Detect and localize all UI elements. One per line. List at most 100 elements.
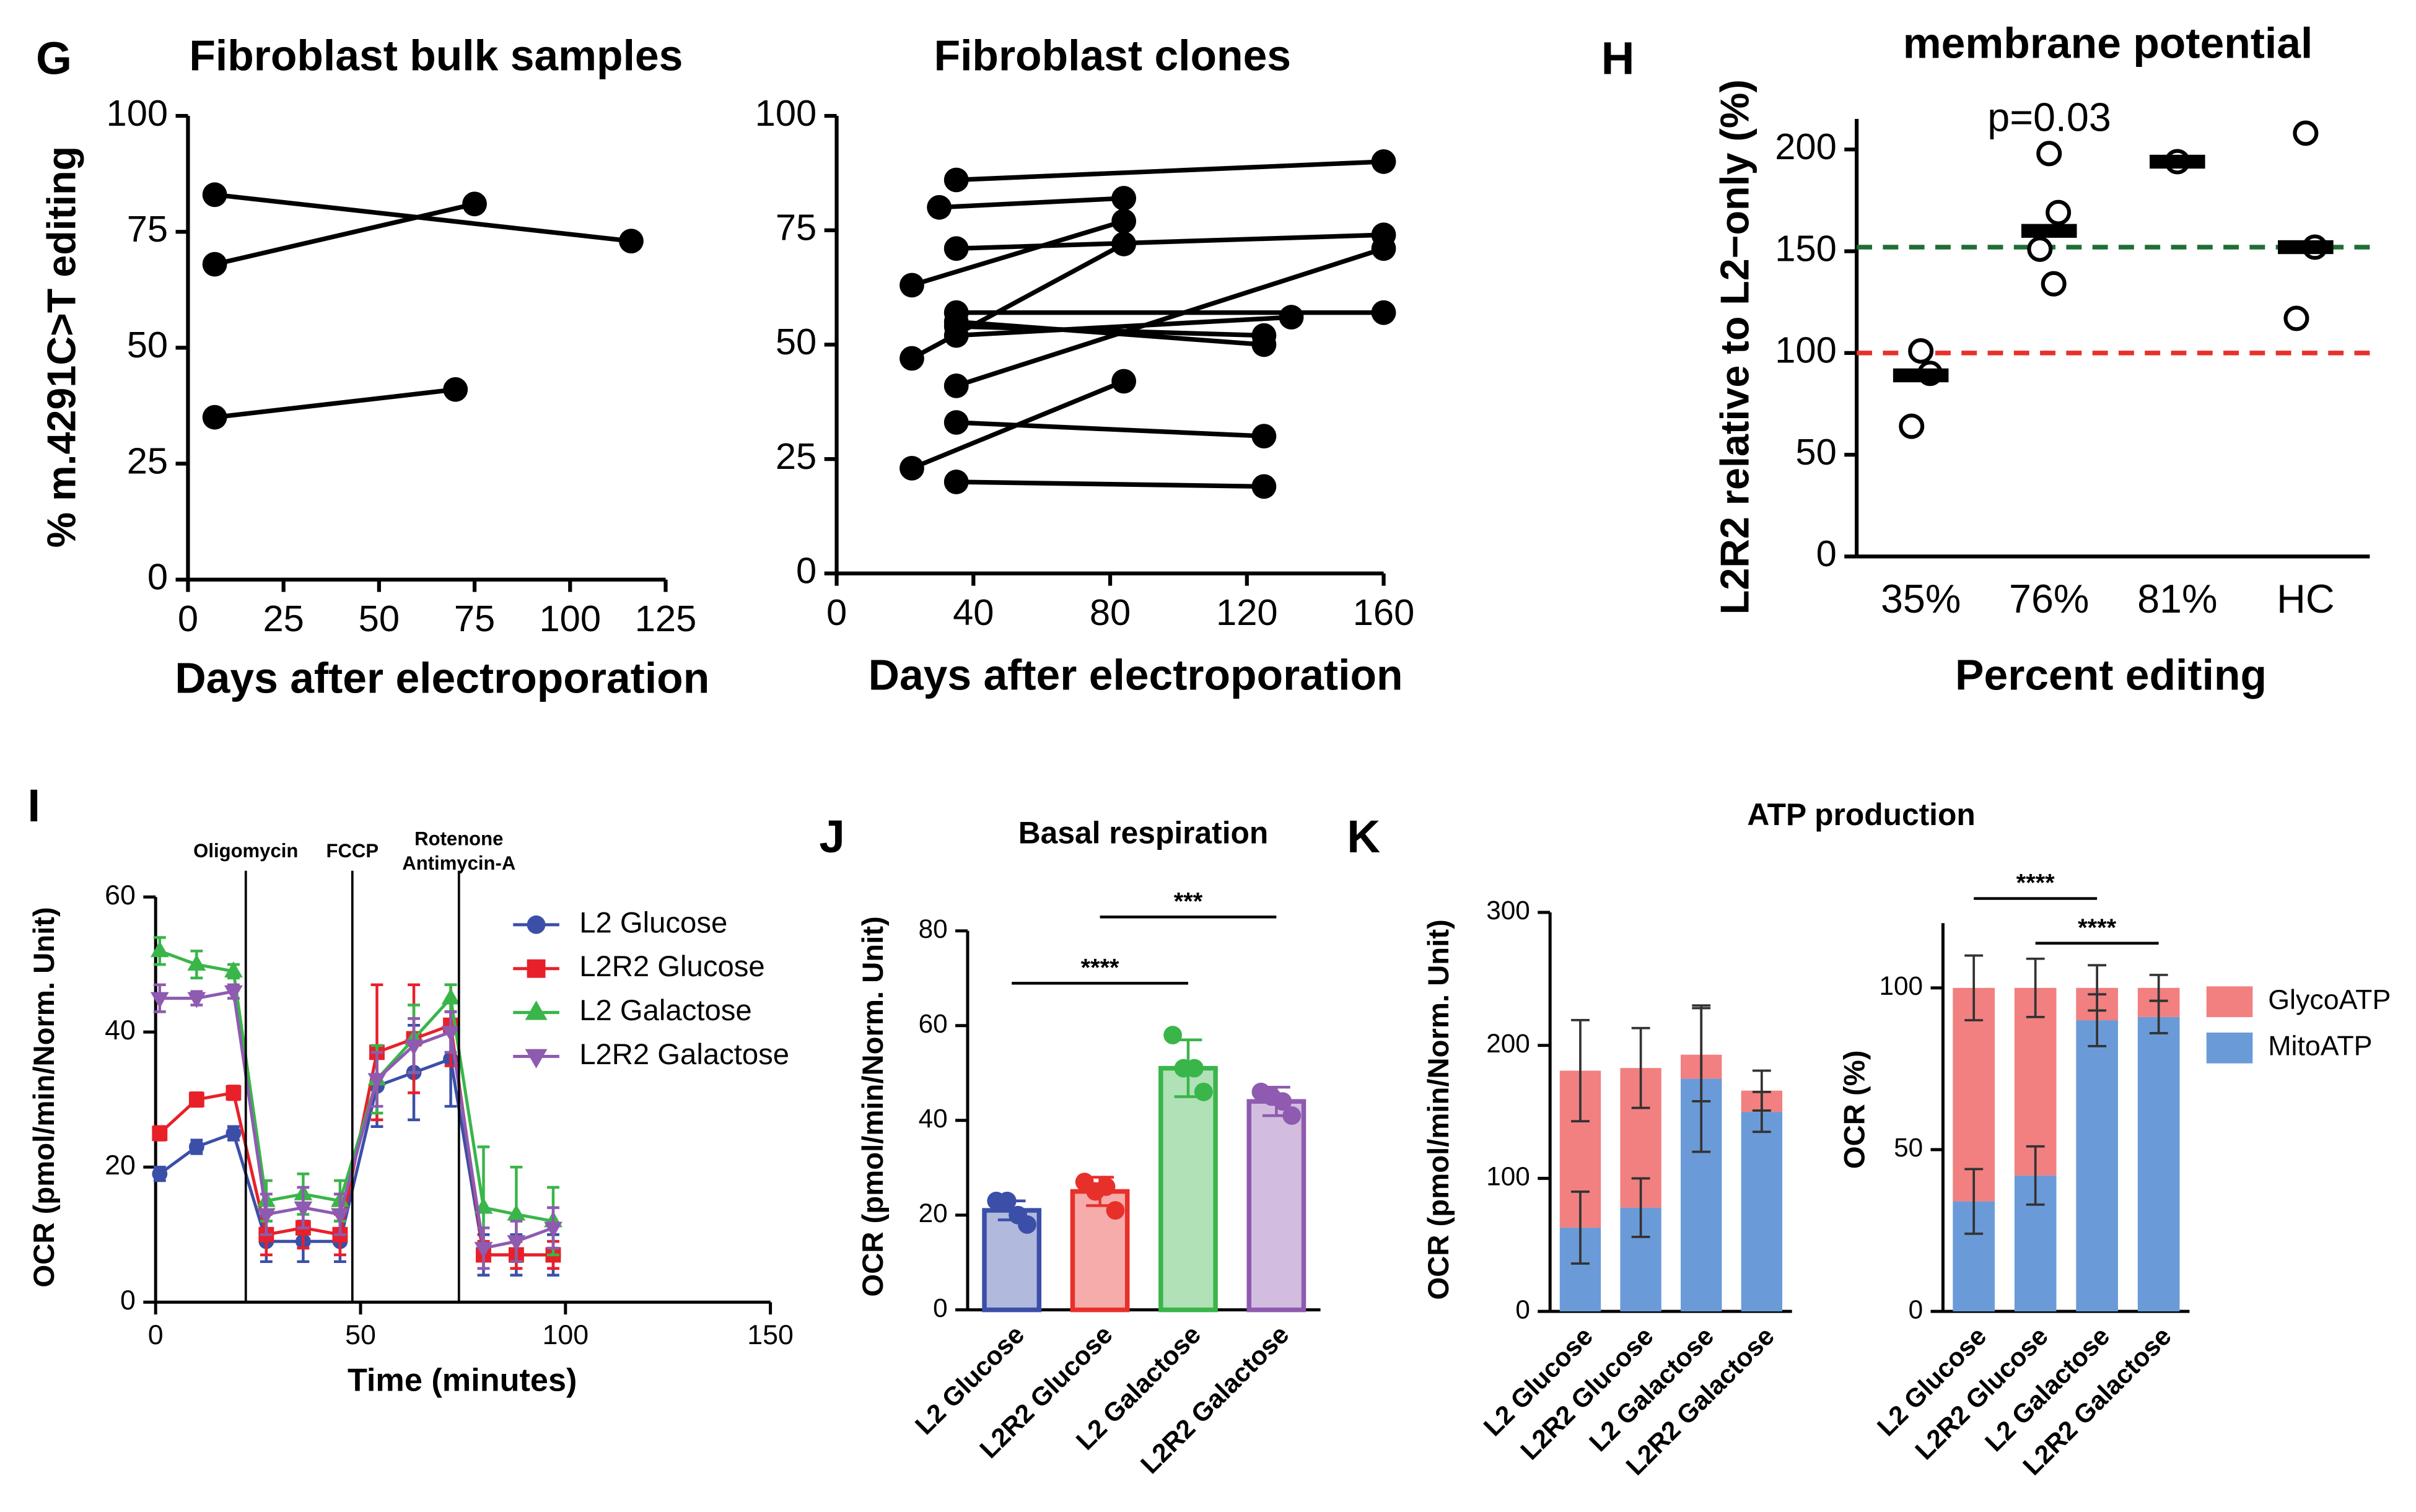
point bbox=[441, 1026, 460, 1042]
data-point bbox=[1273, 1092, 1292, 1111]
y-tick-label: 25 bbox=[776, 435, 816, 477]
panel-letter: I bbox=[27, 779, 40, 831]
panel-letter: H bbox=[1601, 32, 1635, 84]
data-point bbox=[2046, 199, 2072, 225]
error-bar bbox=[1571, 1191, 1590, 1265]
data-point bbox=[1899, 413, 1925, 439]
median-bar bbox=[2150, 154, 2205, 169]
x-tick-label: 35% bbox=[1881, 576, 1961, 621]
y-tick-label: 100 bbox=[755, 92, 817, 134]
point bbox=[224, 961, 243, 977]
legend-swatch bbox=[2206, 986, 2253, 1018]
y-axis-label: L2R2 relative to L2−only (%) bbox=[1712, 79, 1757, 614]
legend-label: L2 Galactose bbox=[579, 994, 751, 1027]
annotation: p=0.03 bbox=[1987, 95, 2111, 140]
point bbox=[474, 1242, 493, 1259]
point bbox=[943, 167, 969, 193]
error-bar bbox=[2149, 974, 2168, 1002]
y-tick-label: 300 bbox=[1486, 896, 1530, 925]
x-tick-label: 80 bbox=[1090, 592, 1131, 633]
series-line bbox=[956, 232, 1384, 251]
series-line bbox=[956, 159, 1384, 183]
series-line bbox=[956, 420, 1264, 439]
x-tick-label: 76% bbox=[2009, 576, 2089, 621]
injection-label: FCCP bbox=[326, 840, 379, 862]
point bbox=[441, 988, 460, 1005]
point bbox=[899, 346, 924, 371]
median-bar bbox=[2021, 224, 2077, 238]
data-point bbox=[1185, 1059, 1204, 1078]
point bbox=[331, 1208, 349, 1225]
point bbox=[943, 470, 969, 494]
bar-segment bbox=[2137, 1016, 2180, 1312]
series-line bbox=[214, 201, 475, 267]
point bbox=[619, 229, 644, 254]
injection-label: Rotenone bbox=[414, 828, 503, 849]
y-axis-label: % m.4291C>T editing bbox=[39, 146, 84, 548]
data-point bbox=[1106, 1201, 1125, 1220]
y-tick-label: 50 bbox=[127, 324, 168, 365]
point bbox=[367, 1073, 387, 1090]
point bbox=[899, 273, 924, 298]
point bbox=[462, 191, 487, 217]
x-tick-label: HC bbox=[2277, 576, 2334, 621]
y-tick-label: 60 bbox=[919, 1009, 948, 1038]
legend-marker bbox=[525, 1000, 548, 1020]
y-tick-label: 0 bbox=[1515, 1295, 1530, 1324]
x-tick-label: 50 bbox=[345, 1319, 376, 1350]
error-bar bbox=[1631, 1177, 1650, 1238]
point bbox=[1111, 186, 1137, 211]
series-line bbox=[214, 387, 456, 420]
series-line bbox=[159, 949, 554, 1223]
error-bar bbox=[1964, 1168, 1984, 1235]
error-bar bbox=[2026, 1145, 2045, 1206]
x-tick-label: 0 bbox=[178, 598, 198, 639]
bar-segment bbox=[2014, 987, 2057, 1176]
point bbox=[224, 985, 243, 1002]
y-tick-label: 75 bbox=[127, 208, 168, 250]
y-tick-label: 50 bbox=[1795, 431, 1836, 473]
significance-label: **** bbox=[2016, 870, 2055, 897]
chart-title: membrane potential bbox=[1903, 19, 2313, 68]
bar-segment bbox=[2076, 1020, 2118, 1312]
point bbox=[225, 1085, 242, 1101]
y-tick-label: 200 bbox=[1775, 126, 1837, 167]
point bbox=[256, 1208, 276, 1225]
point bbox=[202, 251, 227, 277]
injection-label: Antimycin-A bbox=[402, 852, 515, 874]
median-bar bbox=[2278, 240, 2334, 255]
point bbox=[152, 1166, 168, 1182]
panel-letter: J bbox=[819, 810, 845, 862]
point bbox=[405, 1039, 423, 1056]
point bbox=[927, 194, 952, 220]
legend-label: MitoATP bbox=[2268, 1031, 2372, 1062]
x-tick-label: 0 bbox=[826, 592, 847, 633]
x-tick-label: 25 bbox=[263, 598, 304, 639]
point bbox=[544, 1221, 562, 1238]
series-line bbox=[956, 319, 1264, 347]
significance-label: **** bbox=[1081, 954, 1119, 981]
x-tick-label: L2R2 Galactose bbox=[1135, 1320, 1294, 1479]
series-line bbox=[956, 315, 1292, 338]
x-axis-label: Time (minutes) bbox=[348, 1362, 577, 1398]
point bbox=[899, 455, 924, 481]
y-tick-label: 200 bbox=[1486, 1029, 1530, 1058]
y-tick-label: 0 bbox=[1816, 533, 1837, 574]
point bbox=[202, 182, 227, 208]
data-point bbox=[2036, 141, 2062, 167]
x-tick-label: 125 bbox=[635, 598, 697, 639]
y-tick-label: 0 bbox=[933, 1293, 948, 1322]
x-tick-label: 150 bbox=[747, 1319, 794, 1350]
data-point bbox=[2293, 120, 2319, 146]
legend-label: GlycoATP bbox=[2268, 984, 2391, 1015]
x-axis-label: Percent editing bbox=[1955, 650, 2267, 699]
point bbox=[150, 941, 169, 958]
data-point bbox=[1096, 1177, 1116, 1196]
legend-marker bbox=[527, 915, 546, 934]
x-axis-label: Days after electroporation bbox=[869, 650, 1403, 699]
x-axis-label: Days after electroporation bbox=[175, 653, 709, 702]
point bbox=[150, 992, 169, 1008]
point bbox=[1251, 424, 1277, 449]
point bbox=[443, 377, 468, 402]
x-tick-label: 100 bbox=[542, 1319, 589, 1350]
